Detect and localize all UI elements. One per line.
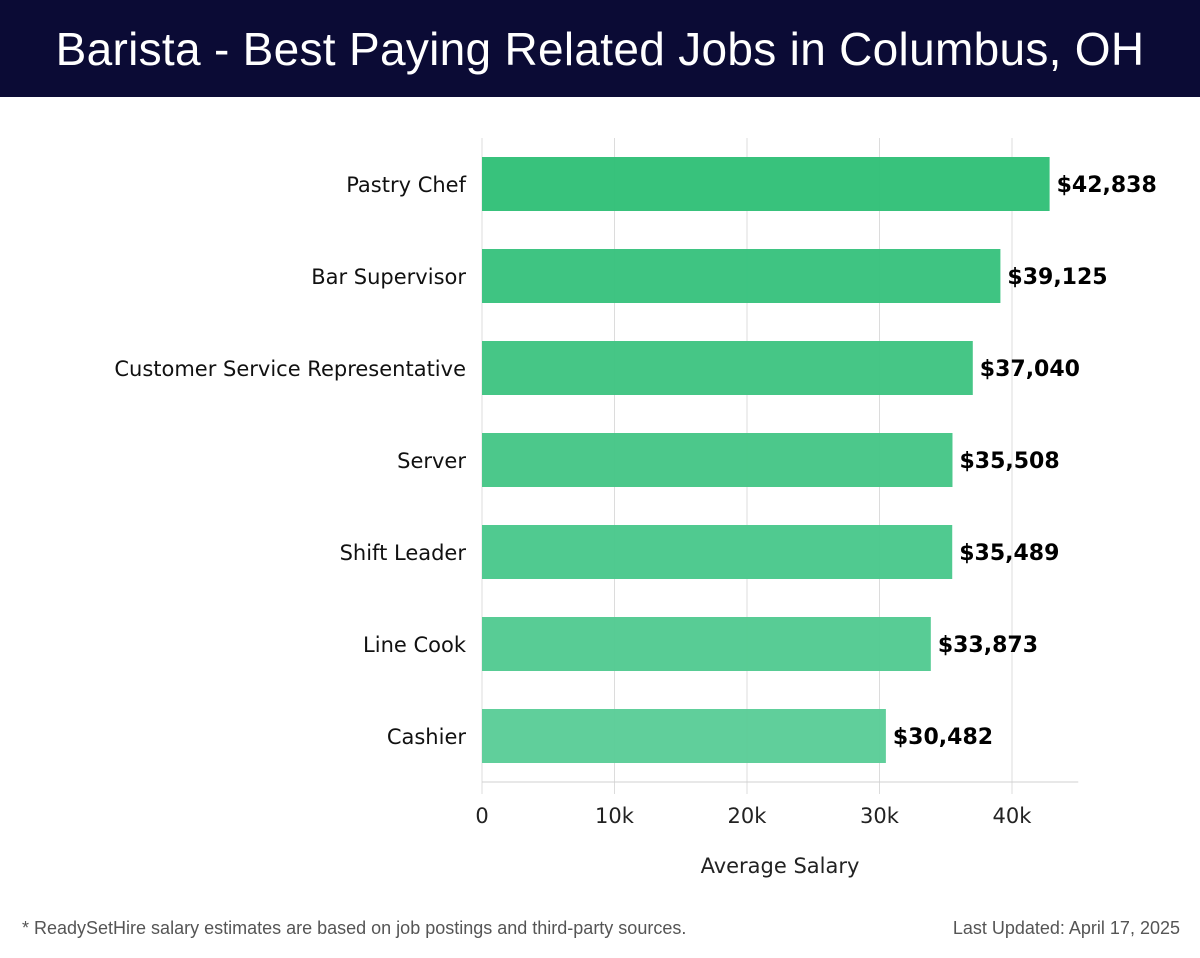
- bar: [482, 341, 973, 395]
- value-label: $35,489: [959, 541, 1059, 566]
- value-label: $33,873: [938, 633, 1038, 658]
- bar: [482, 157, 1050, 211]
- chart-title: Barista - Best Paying Related Jobs in Co…: [55, 22, 1145, 75]
- category-label: Line Cook: [363, 633, 467, 657]
- x-tick-label: 0: [475, 804, 488, 828]
- bar: [482, 709, 886, 763]
- bar: [482, 249, 1001, 303]
- x-tick-label: 40k: [993, 804, 1033, 828]
- value-label: $37,040: [980, 357, 1080, 382]
- category-label: Customer Service Representative: [114, 357, 466, 381]
- bar: [482, 617, 931, 671]
- category-label: Shift Leader: [340, 541, 467, 565]
- value-label: $35,508: [959, 449, 1059, 474]
- x-axis-title: Average Salary: [701, 854, 860, 878]
- category-label: Cashier: [387, 725, 467, 749]
- bar: [482, 525, 953, 579]
- chart-header: Barista - Best Paying Related Jobs in Co…: [0, 0, 1200, 97]
- bar: [482, 433, 953, 487]
- value-label: $42,838: [1057, 173, 1157, 198]
- x-tick-label: 10k: [595, 804, 635, 828]
- last-updated: Last Updated: April 17, 2025: [952, 918, 1180, 938]
- value-label: $39,125: [1007, 265, 1107, 290]
- x-tick-label: 20k: [728, 804, 768, 828]
- category-label: Pastry Chef: [346, 173, 466, 197]
- category-label: Bar Supervisor: [311, 265, 466, 289]
- value-label: $30,482: [893, 725, 993, 750]
- footer-note: * ReadySetHire salary estimates are base…: [22, 918, 687, 938]
- x-tick-label: 30k: [860, 804, 900, 828]
- category-label: Server: [397, 449, 466, 473]
